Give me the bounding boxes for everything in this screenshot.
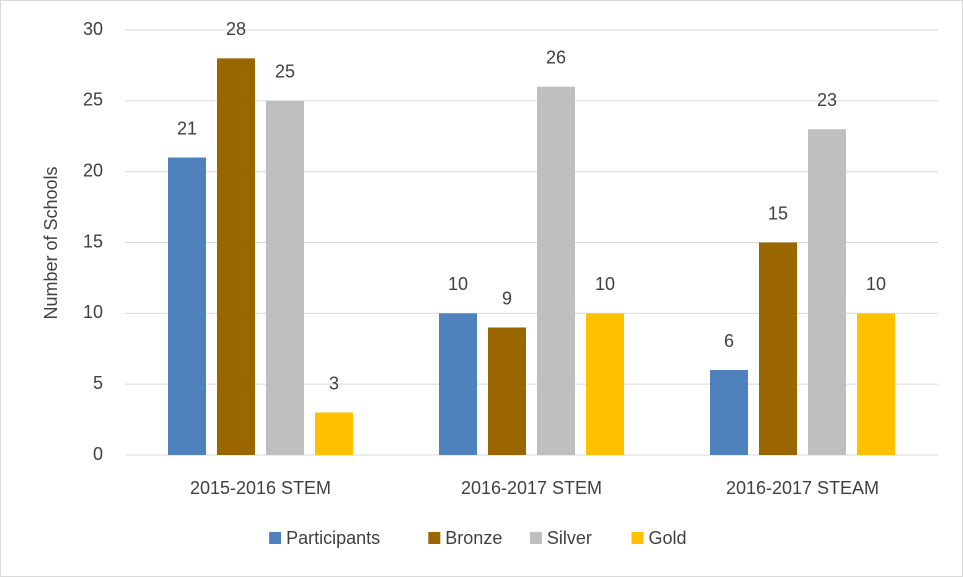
legend-swatch [269, 532, 282, 544]
data-label: 6 [724, 331, 734, 351]
legend-swatch [529, 532, 542, 544]
bar [808, 129, 846, 455]
legend-label: Bronze [445, 528, 502, 548]
data-label: 26 [546, 47, 566, 67]
data-label: 3 [329, 373, 339, 393]
data-label: 23 [817, 90, 837, 110]
bar [266, 100, 304, 455]
legend-label: Silver [547, 528, 592, 548]
y-tick-label: 5 [93, 373, 103, 393]
y-tick-label: 15 [83, 231, 103, 251]
data-label: 10 [595, 274, 615, 294]
legend-swatch [631, 532, 644, 544]
bar [759, 242, 797, 455]
data-label: 25 [275, 62, 295, 82]
data-label: 9 [502, 288, 512, 308]
y-axis-label: Number of Schools [41, 166, 61, 319]
data-label: 15 [768, 203, 788, 223]
bar [168, 157, 206, 455]
legend-label: Gold [649, 528, 687, 548]
bar [439, 313, 477, 455]
y-tick-label: 0 [93, 444, 103, 464]
bar [315, 412, 353, 455]
data-label: 28 [226, 19, 246, 39]
y-tick-label: 30 [83, 19, 103, 39]
x-tick-label: 2016-2017 STEAM [726, 478, 879, 498]
legend-swatch [428, 532, 441, 544]
bar [537, 86, 575, 456]
bar [710, 370, 748, 455]
x-tick-label: 2015-2016 STEM [190, 478, 331, 498]
bar [217, 58, 255, 455]
y-tick-label: 25 [83, 90, 103, 110]
data-label: 21 [177, 118, 197, 138]
y-tick-label: 10 [83, 302, 103, 322]
bar [586, 313, 624, 455]
data-label: 10 [866, 274, 886, 294]
legend-label: Participants [286, 528, 380, 548]
x-tick-label: 2016-2017 STEM [461, 478, 602, 498]
bar [857, 313, 895, 455]
bar [488, 327, 526, 455]
y-tick-label: 20 [83, 160, 103, 180]
data-label: 10 [448, 274, 468, 294]
